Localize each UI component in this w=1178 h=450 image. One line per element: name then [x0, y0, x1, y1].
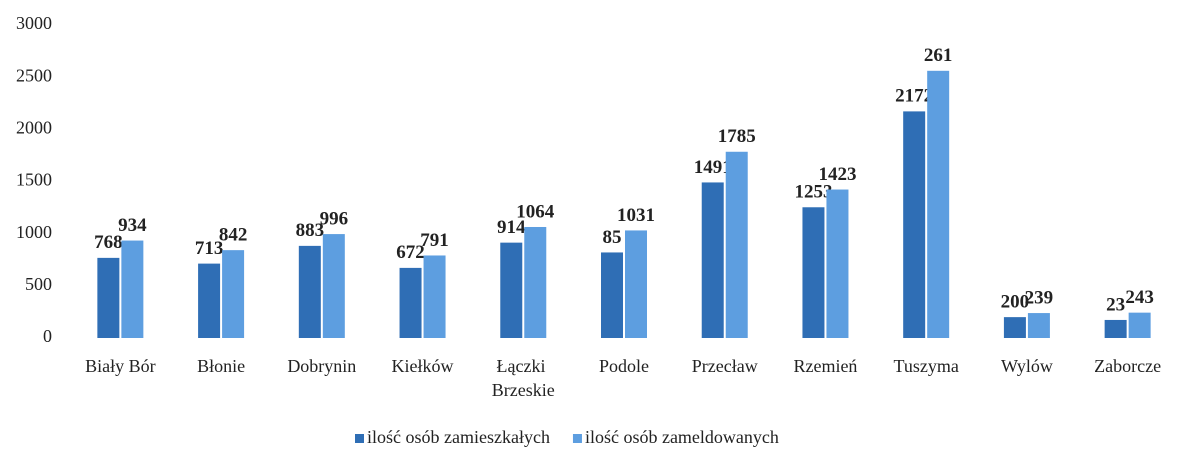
bar — [1128, 312, 1151, 338]
bar — [625, 230, 647, 338]
value-label: 243 — [1125, 287, 1154, 308]
bar — [601, 252, 623, 338]
bar — [500, 242, 523, 338]
bar — [1003, 317, 1026, 338]
value-label: 23 — [1106, 294, 1125, 315]
value-label: 85 — [603, 227, 622, 248]
bar — [802, 207, 825, 338]
bar — [198, 263, 221, 338]
legend-label: ilość osób zamieszkałych — [367, 427, 550, 447]
y-tick-label: 3000 — [16, 13, 52, 33]
value-label: 200 — [1001, 291, 1030, 312]
value-label: 1031 — [617, 205, 655, 226]
legend-label: ilość osób zameldowanych — [585, 427, 779, 447]
value-label: 996 — [320, 208, 349, 229]
value-label: 1423 — [818, 164, 856, 185]
value-label: 2172 — [895, 86, 933, 107]
value-label: 261 — [924, 45, 953, 66]
bar — [121, 240, 144, 338]
x-tick-label: Wylów — [1001, 356, 1053, 376]
legend-swatch — [572, 434, 582, 443]
bar — [222, 250, 245, 338]
value-label: 713 — [195, 238, 224, 259]
bar — [903, 111, 926, 338]
x-tick-label: Podole — [599, 356, 649, 376]
bar — [1027, 313, 1050, 338]
x-tick-label: Zaborcze — [1094, 356, 1161, 376]
value-label: 1253 — [794, 182, 832, 203]
value-label: 1491 — [694, 157, 732, 178]
value-label: 791 — [420, 230, 449, 251]
bar — [725, 151, 748, 338]
bar — [423, 255, 446, 338]
value-label: 1785 — [718, 126, 756, 147]
x-tick-label: Błonie — [197, 356, 245, 376]
x-tick-label: Rzemień — [793, 356, 857, 376]
bar — [927, 70, 950, 338]
x-tick-label: Kiełków — [392, 356, 454, 376]
value-label: 239 — [1025, 287, 1054, 308]
legend-swatch — [355, 434, 364, 443]
y-tick-label: 1500 — [16, 170, 52, 190]
bar — [701, 182, 724, 338]
y-tick-label: 1000 — [16, 222, 52, 242]
bar — [826, 189, 849, 338]
bar — [1104, 319, 1127, 338]
y-tick-label: 2000 — [16, 117, 52, 137]
x-tick-label: Dobrynin — [287, 356, 356, 376]
x-tick-label: Biały Bór — [85, 356, 156, 376]
x-tick-label: Tuszyma — [894, 356, 959, 376]
y-tick-label: 500 — [25, 274, 52, 294]
value-label: 1064 — [516, 201, 555, 222]
bar — [399, 267, 422, 338]
value-label: 883 — [296, 220, 325, 241]
x-tick-label: Przecław — [692, 356, 758, 376]
value-label: 914 — [497, 217, 526, 238]
y-tick-label: 2500 — [16, 65, 52, 85]
value-label: 934 — [118, 215, 147, 236]
value-label: 768 — [94, 232, 123, 253]
value-label: 842 — [219, 225, 248, 246]
value-label: 672 — [396, 242, 425, 263]
bar — [97, 257, 120, 338]
bar — [298, 245, 321, 338]
bar — [322, 234, 345, 338]
y-tick-label: 0 — [43, 326, 52, 346]
bar — [524, 226, 547, 338]
x-tick-label: Łączki Brzeskie — [492, 356, 555, 400]
